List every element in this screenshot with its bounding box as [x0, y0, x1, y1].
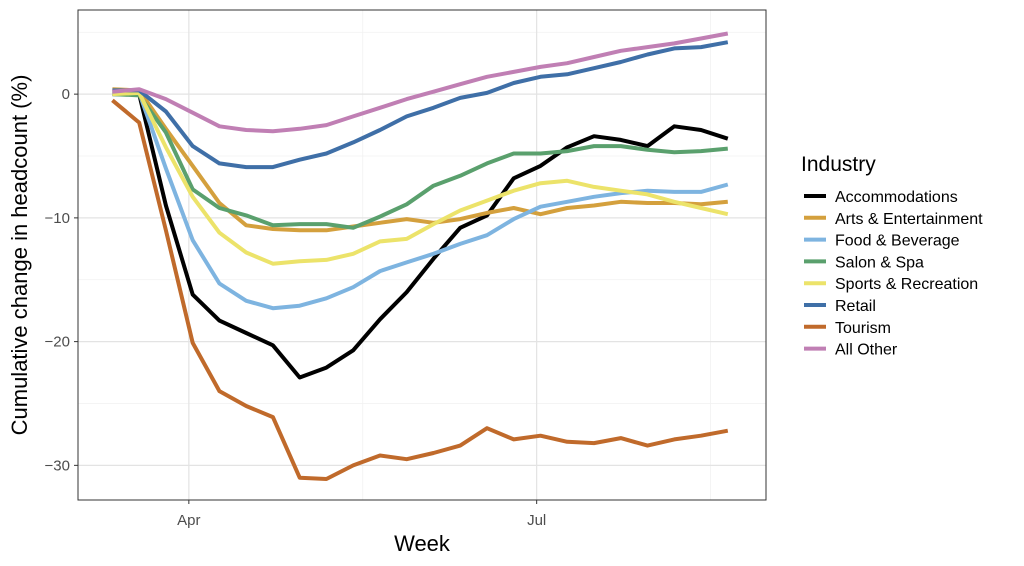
legend: Industry Accommodations Arts & Entertainm…: [801, 153, 983, 359]
series-line-salon-spa: [112, 92, 728, 230]
axis-ticks: 0 −10 −20 −30 Apr Jul: [45, 86, 547, 529]
x-tick-label: Jul: [527, 512, 546, 529]
series-line-sports-recreation: [112, 90, 729, 266]
legend-label-arts-entertainment: Arts & Entertainment: [835, 211, 983, 228]
legend-label-all-other: All Other: [835, 342, 898, 359]
series-line-tourism: [111, 98, 729, 481]
legend-label-sports-recreation: Sports & Recreation: [835, 276, 978, 293]
y-tick-label: −20: [45, 334, 70, 351]
legend-label-tourism: Tourism: [835, 320, 891, 337]
legend-label-retail: Retail: [835, 298, 876, 315]
series-lines: [111, 31, 729, 481]
series-line-retail: [112, 40, 729, 170]
legend-label-salon-spa: Salon & Spa: [835, 254, 924, 271]
series-line-accommodations: [112, 92, 729, 380]
series-line-arts-entertainment: [112, 87, 728, 233]
legend-label-food-beverage: Food & Beverage: [835, 233, 960, 250]
x-tick-label: Apr: [177, 512, 200, 529]
series-line-all-other: [112, 31, 729, 134]
y-tick-label: 0: [62, 86, 70, 103]
y-axis-title: Cumulative change in headcount (%): [7, 75, 32, 436]
x-axis-title: Week: [394, 531, 451, 556]
plot-panel-background: [78, 10, 766, 500]
plot-panel-border: [77, 9, 767, 501]
legend-title: Industry: [801, 153, 876, 176]
legend-label-accommodations: Accommodations: [835, 189, 958, 206]
y-tick-label: −30: [45, 457, 70, 474]
y-tick-label: −10: [45, 210, 70, 227]
